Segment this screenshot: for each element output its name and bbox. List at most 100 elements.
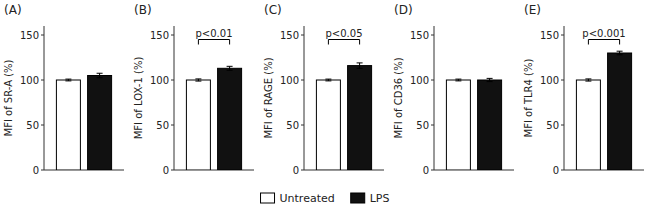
error-bar [65, 79, 71, 81]
y-tick [431, 170, 434, 171]
error-cap [585, 81, 591, 82]
error-cap [357, 68, 363, 69]
error-cap [455, 79, 461, 80]
error-bar [487, 78, 493, 81]
y-axis-line [304, 26, 305, 170]
legend: UntreatedLPS [261, 192, 390, 205]
error-bar [455, 79, 461, 81]
error-bar [617, 51, 623, 55]
y-tick [171, 80, 174, 81]
error-line [619, 51, 620, 55]
error-cap [455, 80, 461, 81]
bar: LPS [608, 53, 632, 170]
y-axis-label: MFI of SR-A (%) [3, 59, 14, 136]
y-tick [41, 35, 44, 36]
error-line [99, 73, 100, 78]
error-cap [195, 78, 201, 79]
error-cap [65, 79, 71, 80]
y-tick [561, 170, 564, 171]
y-tick [561, 125, 564, 126]
significance-label: p<0.01 [196, 28, 233, 39]
bar: Untreated [576, 80, 600, 170]
y-tick [431, 35, 434, 36]
y-tick [171, 125, 174, 126]
y-tick [431, 80, 434, 81]
significance-label: p<0.001 [582, 28, 625, 39]
y-tick [561, 35, 564, 36]
y-tick [171, 35, 174, 36]
y-tick-label: 0 [423, 165, 429, 176]
error-cap [325, 79, 331, 80]
legend-swatch [261, 193, 275, 203]
figure: (A)MFI of SR-A (%)050100150UntreatedLPS(… [0, 0, 650, 212]
y-tick-label: 100 [540, 75, 559, 86]
bar: LPS [478, 80, 502, 170]
y-tick [561, 80, 564, 81]
y-axis-label: MFI of LOX-1 (%) [133, 57, 144, 140]
error-cap [617, 54, 623, 55]
error-line [359, 63, 360, 68]
significance-bracket [588, 40, 619, 45]
y-tick-label: 150 [410, 30, 429, 41]
error-cap [195, 81, 201, 82]
y-tick-label: 100 [20, 75, 39, 86]
y-axis-label: MFI of RAGE (%) [263, 57, 274, 138]
error-cap [487, 81, 493, 82]
bars: UntreatedLPS [446, 78, 501, 170]
y-tick-label: 50 [546, 120, 559, 131]
y-tick-label: 0 [293, 165, 299, 176]
error-cap [65, 80, 71, 81]
y-tick-label: 100 [280, 75, 299, 86]
y-tick-label: 50 [26, 120, 39, 131]
error-cap [97, 77, 103, 78]
bar: LPS [218, 68, 242, 170]
y-axis-line [434, 26, 435, 170]
significance-bracket [198, 40, 229, 45]
bar: Untreated [186, 80, 210, 170]
bars: UntreatedLPS [56, 73, 111, 170]
y-tick-label: 50 [156, 120, 169, 131]
y-tick [301, 170, 304, 171]
bar: LPS [348, 66, 372, 170]
error-bar [97, 73, 103, 78]
y-tick-label: 0 [553, 165, 559, 176]
y-tick-label: 0 [33, 165, 39, 176]
y-axis-line [44, 26, 45, 170]
panel-label: (A) [4, 3, 22, 17]
y-tick [171, 170, 174, 171]
legend-swatch [351, 193, 365, 203]
panel: (A)MFI of SR-A (%)050100150UntreatedLPS [3, 3, 124, 176]
error-bar [325, 79, 331, 81]
panel-label: (D) [394, 3, 413, 17]
y-tick [431, 125, 434, 126]
y-tick [301, 35, 304, 36]
significance-bracket [328, 40, 359, 45]
panel-label: (B) [134, 3, 152, 17]
y-axis-line [564, 26, 565, 170]
panel-label: (E) [524, 3, 541, 17]
y-tick [301, 80, 304, 81]
y-axis-label: MFI of CD36 (%) [393, 57, 404, 138]
error-bar [357, 63, 363, 68]
error-cap [97, 73, 103, 74]
error-cap [227, 70, 233, 71]
y-tick-label: 100 [150, 75, 169, 86]
bars: UntreatedLPS [316, 63, 371, 170]
error-cap [617, 51, 623, 52]
y-tick-label: 150 [540, 30, 559, 41]
y-tick-label: 150 [150, 30, 169, 41]
error-bar [195, 79, 201, 81]
error-cap [487, 78, 493, 79]
y-tick [301, 125, 304, 126]
y-tick-label: 50 [286, 120, 299, 131]
y-tick-label: 100 [410, 75, 429, 86]
panel: (B) MFI of LOX-1 (%) 0 50 100 150 Untreated LPS… [133, 3, 254, 176]
y-tick-label: 150 [280, 30, 299, 41]
legend-item: LPS [351, 192, 390, 205]
significance-label: p<0.05 [326, 28, 363, 39]
y-tick-label: 0 [163, 165, 169, 176]
panel: (D)MFI of CD36 (%)050100150UntreatedLPS [393, 3, 514, 176]
page: {"chart_data": [ {"type": "bar", "title"… [0, 0, 650, 212]
panel: (E)MFI of TLR4 (%)050100150UntreatedLPSp… [523, 3, 644, 176]
error-bar [585, 79, 591, 81]
